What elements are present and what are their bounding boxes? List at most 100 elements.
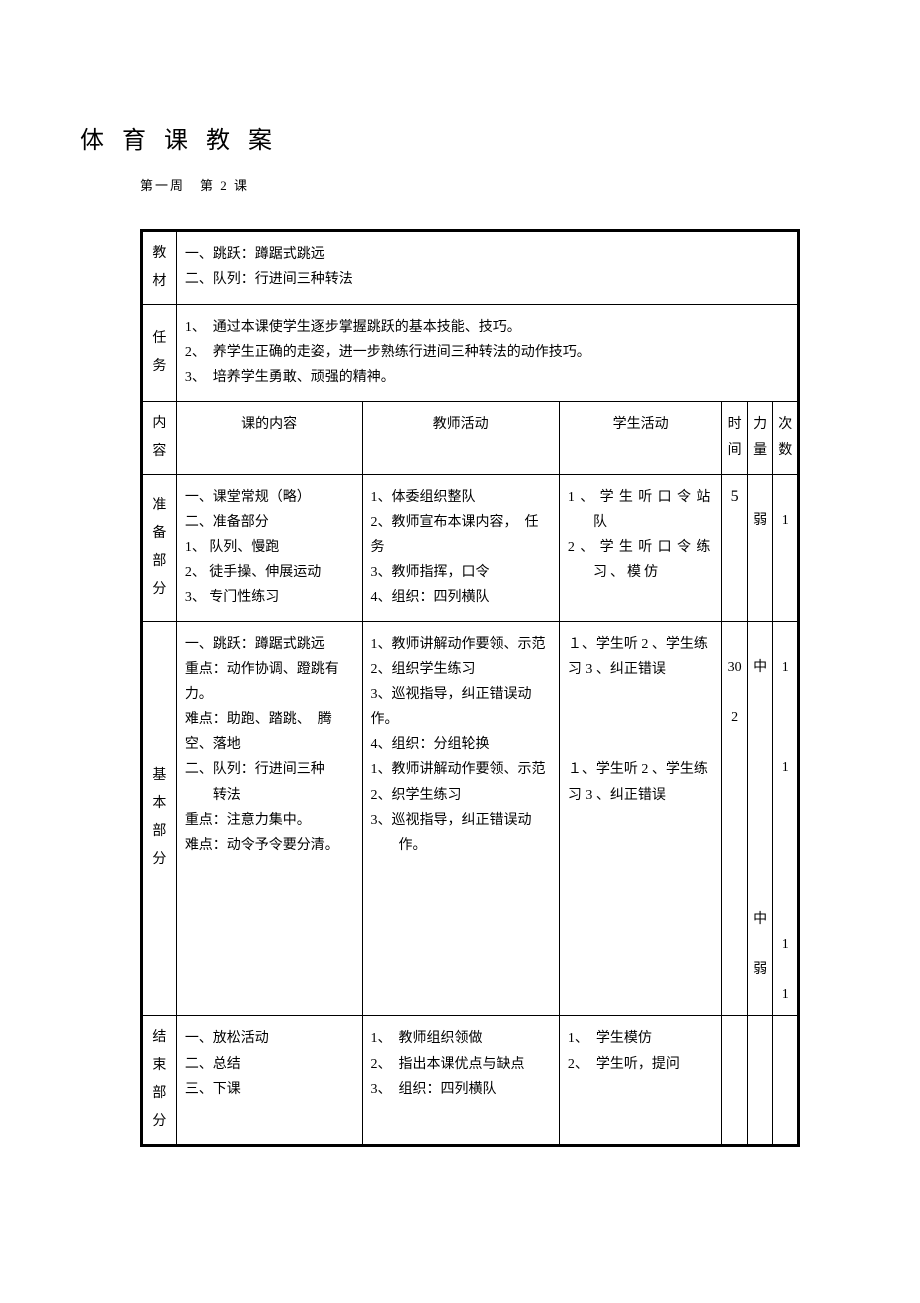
material-content: 一、跳跃：蹲踞式跳远 二、队列：行进间三种转法 xyxy=(176,231,798,305)
text-block: 作。 xyxy=(371,833,551,858)
text-block: 1、教师讲解动作要领、示范 xyxy=(371,632,551,657)
table-row: 准 备 部 分 一、课堂常规（略） 二、准备部分 1、 队列、慢跑 2、 徒手操… xyxy=(142,474,799,621)
prep-time: 5 xyxy=(722,474,748,621)
end-teacher: 1、 教师组织领做 2、 指出本课优点与缺点 3、 组织：四列横队 xyxy=(362,1016,559,1146)
text-block: 转法 xyxy=(185,783,354,808)
text-block: 重点：动作协调、蹬跳有力。 xyxy=(185,657,354,707)
text-block: 3、巡视指导，纠正错误动 xyxy=(371,808,551,833)
label-char: 量 xyxy=(753,443,767,458)
prep-student: 1、学生听口令站队 2、学生听口令练习、模仿 xyxy=(559,474,722,621)
label-char: 次 xyxy=(778,417,792,432)
text-line: 1、学生听口令站队 xyxy=(568,485,714,535)
text-block: 3、巡视指导，纠正错误动作。 xyxy=(371,682,551,732)
label-char: 内 xyxy=(147,410,172,438)
text-value: 中 xyxy=(753,660,767,675)
text-line: 3、 培养学生勇敢、顽强的精神。 xyxy=(185,365,789,390)
table-row: 教 材 一、跳跃：蹲踞式跳远 二、队列：行进间三种转法 xyxy=(142,231,799,305)
text-block: １、学生听 2 、学生练习 3 、纠正错误 xyxy=(568,757,714,807)
lesson-plan-table: 教 材 一、跳跃：蹲踞式跳远 二、队列：行进间三种转法 任 务 1、 通过本课使… xyxy=(140,229,800,1147)
label-content-header: 内 容 xyxy=(142,401,177,474)
label-char: 部 xyxy=(147,548,172,576)
main-student: １、学生听 2 、学生练习 3 、纠正错误 １、学生听 2 、学生练习 3 、纠… xyxy=(559,621,722,1016)
text-block: １、学生听 2 、学生练习 3 、纠正错误 xyxy=(568,632,714,682)
label-char: 力 xyxy=(753,417,767,432)
text-block: 重点：注意力集中。 xyxy=(185,808,354,833)
text-block: 1、体委组织整队 2、教师宣布本课内容， 任务 3、教师指挥，口令 4、组织：四… xyxy=(371,490,539,606)
text-line: 2、 养学生正确的走姿，进一步熟练行进间三种转法的动作技巧。 xyxy=(185,340,789,365)
text-block: 难点：动令予令要分清。 xyxy=(185,833,354,858)
end-student: 1、 学生模仿 2、 学生听，提问 xyxy=(559,1016,722,1146)
label-char: 务 xyxy=(147,353,172,381)
text-value: 1 xyxy=(782,937,789,952)
text-line: 2、学生听口令练习、模仿 xyxy=(568,535,714,585)
text-block: 二、队列：行进间三种 xyxy=(185,757,354,782)
text-block: 2、组织学生练习 xyxy=(371,657,551,682)
text-block: 一、放松活动 二、总结 三、下课 xyxy=(185,1031,269,1096)
text-value: 1 xyxy=(782,760,789,775)
label-char: 基 xyxy=(147,762,172,790)
text-value: 30 xyxy=(728,660,742,675)
text-block: 一、课堂常规（略） 二、准备部分 1、 队列、慢跑 2、 徒手操、伸展运动 3、… xyxy=(185,490,322,606)
end-force xyxy=(747,1016,773,1146)
text-value: 1 xyxy=(782,987,789,1002)
label-char: 部 xyxy=(147,818,172,846)
label-char: 部 xyxy=(147,1080,172,1108)
label-main: 基 本 部 分 xyxy=(142,621,177,1016)
table-row: 任 务 1、 通过本课使学生逐步掌握跳跃的基本技能、技巧。 2、 养学生正确的走… xyxy=(142,305,799,402)
label-char: 准 xyxy=(147,492,172,520)
page-subtitle: 第一周 第 2 课 xyxy=(140,175,860,194)
prep-teacher: 1、体委组织整队 2、教师宣布本课内容， 任务 3、教师指挥，口令 4、组织：四… xyxy=(362,474,559,621)
label-char: 容 xyxy=(147,438,172,466)
label-prep: 准 备 部 分 xyxy=(142,474,177,621)
text-block: 4、组织：分组轮换 xyxy=(371,732,551,757)
label-char: 数 xyxy=(778,443,792,458)
text-block: 1、 学生模仿 2、 学生听，提问 xyxy=(568,1031,680,1071)
main-time: 30 2 xyxy=(722,621,748,1016)
text-value: 2 xyxy=(731,710,738,725)
main-force: 中 中 弱 xyxy=(747,621,773,1016)
label-char: 备 xyxy=(147,520,172,548)
header-time: 时 间 xyxy=(722,401,748,474)
prep-content: 一、课堂常规（略） 二、准备部分 1、 队列、慢跑 2、 徒手操、伸展运动 3、… xyxy=(176,474,362,621)
text-block: 一、跳跃：蹲踞式跳远 xyxy=(185,632,354,657)
label-char: 任 xyxy=(147,325,172,353)
prep-force: 弱 xyxy=(747,474,773,621)
header-force: 力 量 xyxy=(747,401,773,474)
text-value: 1 xyxy=(782,660,789,675)
header-count: 次 数 xyxy=(773,401,799,474)
header-teacher-activity: 教师活动 xyxy=(362,401,559,474)
end-time xyxy=(722,1016,748,1146)
prep-count: 1 xyxy=(773,474,799,621)
table-header-row: 内 容 课的内容 教师活动 学生活动 时 间 力 量 次 数 xyxy=(142,401,799,474)
text-value: 弱 xyxy=(753,962,767,977)
main-content: 一、跳跃：蹲踞式跳远 重点：动作协调、蹬跳有力。 难点：助跑、踏跳、 腾空、落地… xyxy=(176,621,362,1016)
end-count xyxy=(773,1016,799,1146)
label-char: 间 xyxy=(728,443,742,458)
table-row: 基 本 部 分 一、跳跃：蹲踞式跳远 重点：动作协调、蹬跳有力。 难点：助跑、踏… xyxy=(142,621,799,1016)
text-line: 1、 通过本课使学生逐步掌握跳跃的基本技能、技巧。 xyxy=(185,315,789,340)
end-content: 一、放松活动 二、总结 三、下课 xyxy=(176,1016,362,1146)
label-char: 分 xyxy=(147,846,172,874)
label-task: 任 务 xyxy=(142,305,177,402)
label-char: 材 xyxy=(147,268,172,296)
label-material: 教 材 xyxy=(142,231,177,305)
label-char: 分 xyxy=(147,576,172,604)
label-end: 结 束 部 分 xyxy=(142,1016,177,1146)
text-value: 中 xyxy=(753,912,767,927)
text-line: 一、跳跃：蹲踞式跳远 二、队列：行进间三种转法 xyxy=(185,247,353,287)
label-char: 分 xyxy=(147,1108,172,1136)
text-value: 弱 xyxy=(753,513,767,528)
text-block: 1、教师讲解动作要领、示范 xyxy=(371,757,551,782)
label-char: 教 xyxy=(147,240,172,268)
page-title: 体育课教案 xyxy=(80,120,860,155)
text-block: 难点：助跑、踏跳、 腾空、落地 xyxy=(185,707,354,757)
main-count: 1 1 1 1 xyxy=(773,621,799,1016)
header-student-activity: 学生活动 xyxy=(559,401,722,474)
label-char: 时 xyxy=(728,417,742,432)
task-content: 1、 通过本课使学生逐步掌握跳跃的基本技能、技巧。 2、 养学生正确的走姿，进一… xyxy=(176,305,798,402)
label-char: 束 xyxy=(147,1052,172,1080)
table-row: 结 束 部 分 一、放松活动 二、总结 三、下课 1、 教师组织领做 2、 指出… xyxy=(142,1016,799,1146)
text-block: 2、织学生练习 xyxy=(371,783,551,808)
label-char: 本 xyxy=(147,790,172,818)
main-teacher: 1、教师讲解动作要领、示范 2、组织学生练习 3、巡视指导，纠正错误动作。 4、… xyxy=(362,621,559,1016)
